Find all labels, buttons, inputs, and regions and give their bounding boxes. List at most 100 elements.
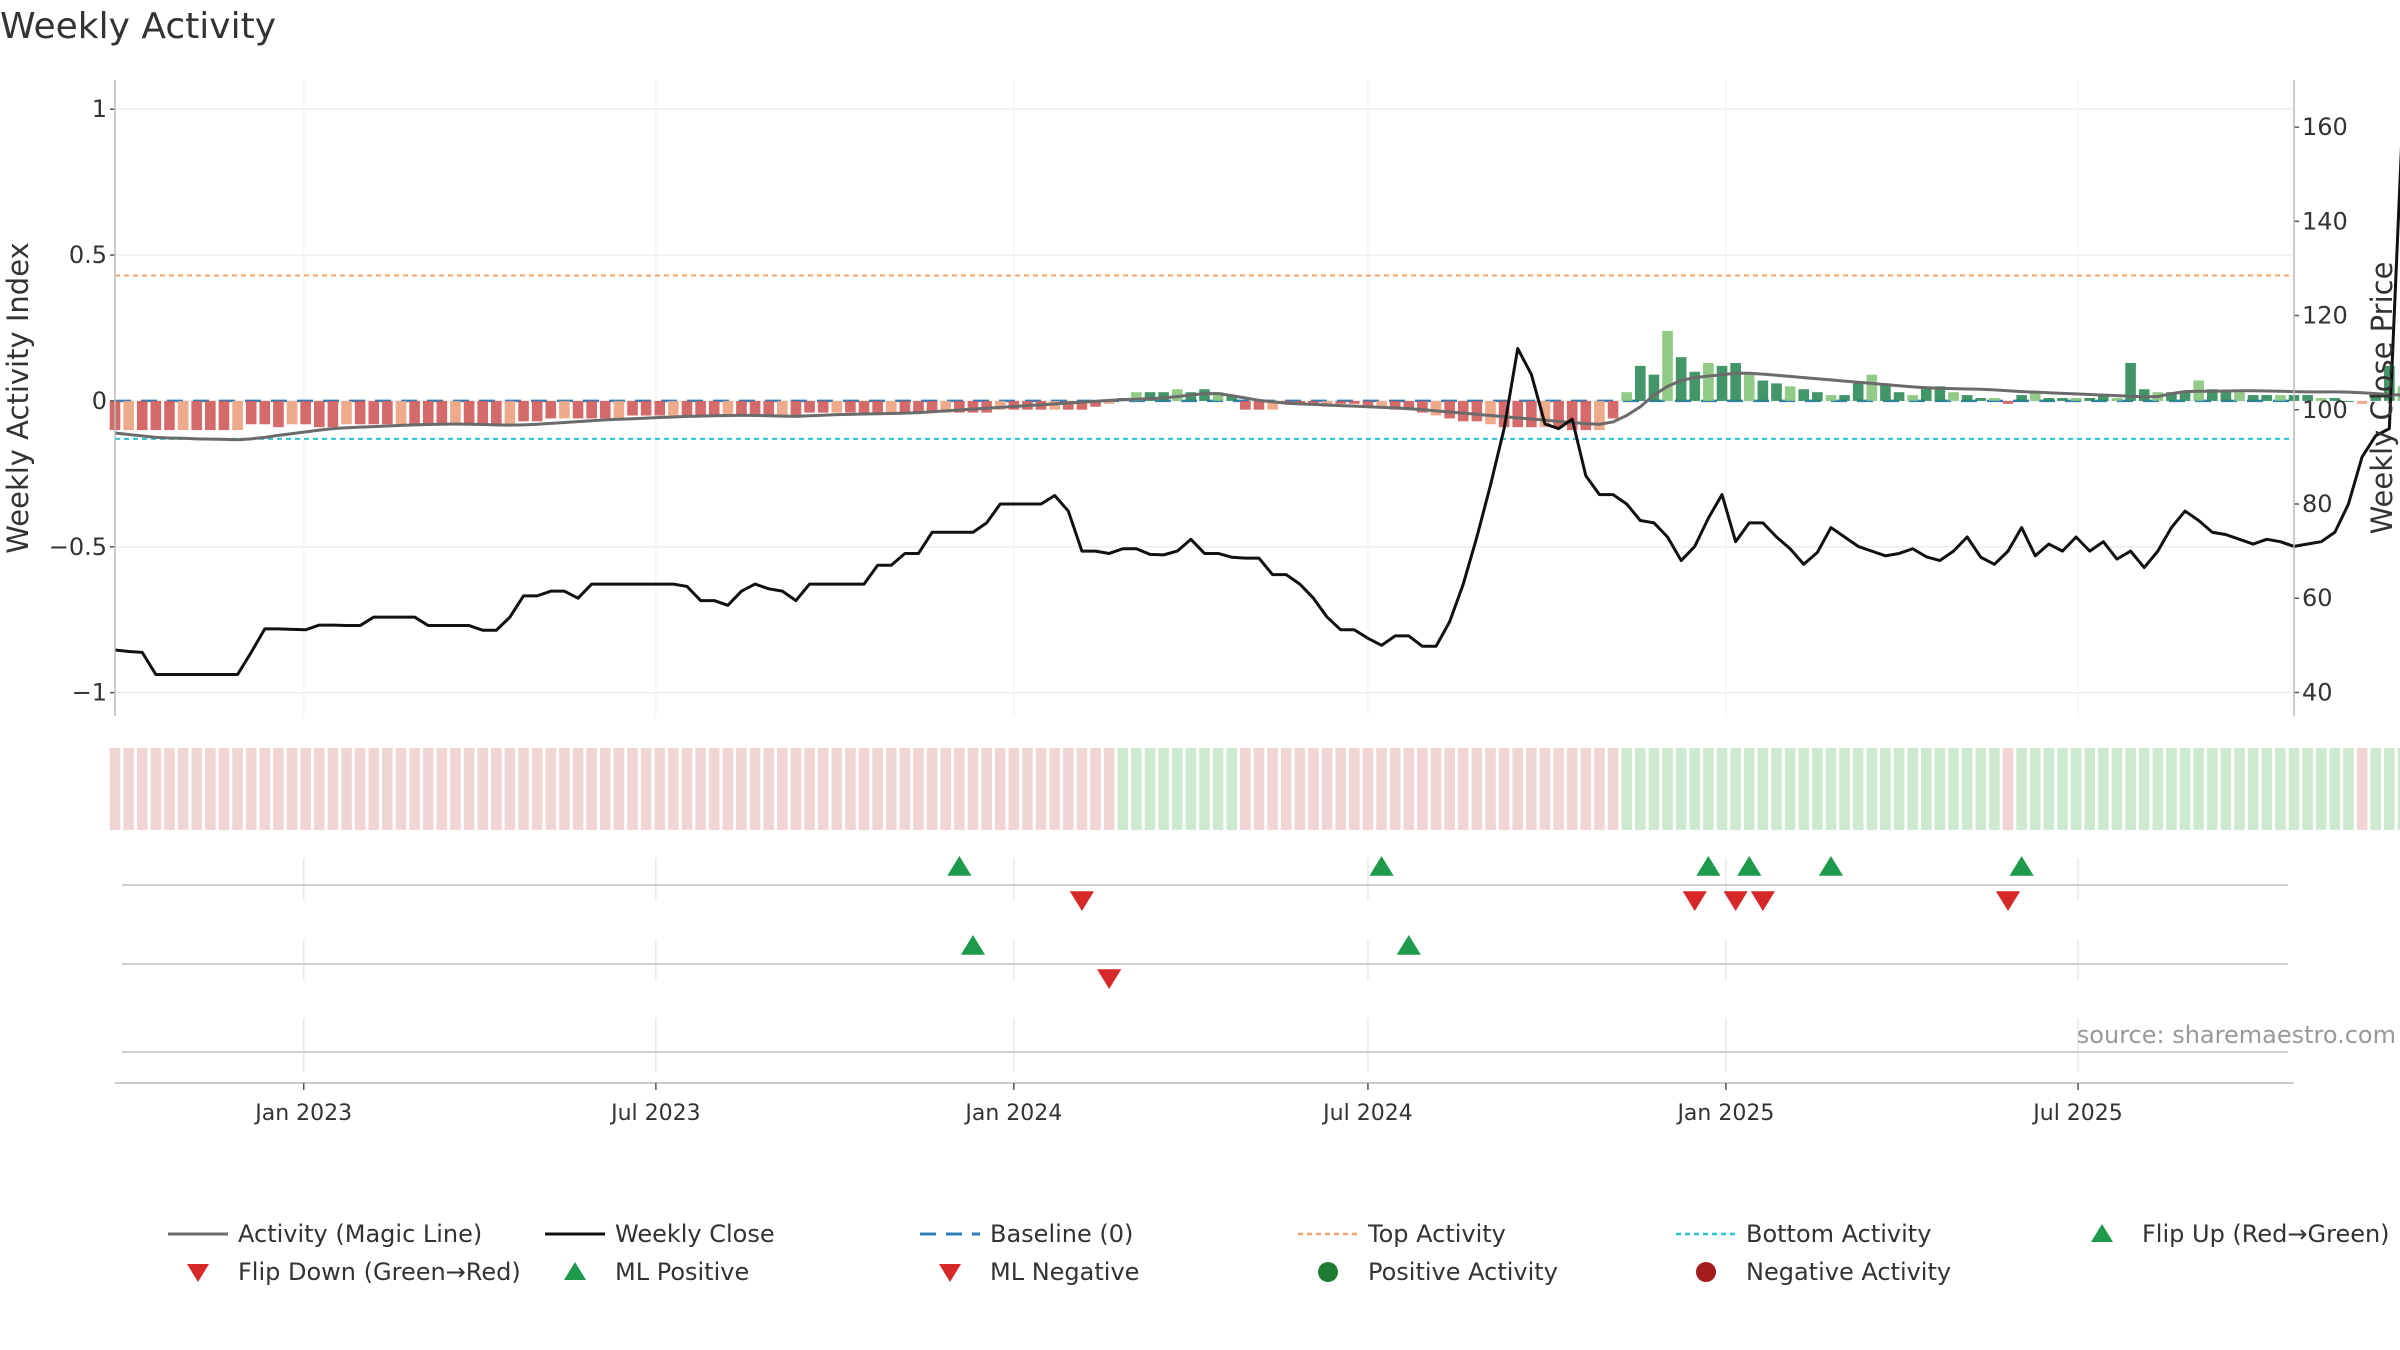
activity-bar: [668, 400, 679, 416]
strip-cell: [2138, 748, 2150, 830]
activity-bar: [1308, 400, 1319, 404]
strip-cell: [259, 748, 271, 830]
strip-cell: [2206, 748, 2218, 830]
activity-bar: [2002, 400, 2014, 404]
activity-bar: [899, 400, 911, 413]
strip-cell: [2302, 748, 2313, 830]
y-right-tick-label: 120: [2302, 302, 2348, 330]
legend-swatch: [939, 1264, 961, 1282]
strip-cell: [2002, 748, 2014, 830]
strip-cell: [1553, 748, 1564, 830]
activity-bar: [1485, 400, 1496, 425]
strip-cell: [1444, 748, 1455, 830]
strip-cell: [518, 748, 529, 830]
strip-cell: [2166, 748, 2177, 830]
legend-swatch: [1696, 1262, 1716, 1282]
strip-cell: [1526, 748, 1537, 830]
legend-label: ML Positive: [615, 1258, 749, 1286]
activity-bar: [422, 400, 434, 425]
strip-cell: [722, 748, 734, 830]
legend-swatch: [1318, 1262, 1338, 1282]
y-right-tick-label: 80: [2302, 490, 2333, 518]
activity-bar: [409, 400, 420, 425]
strip-cell: [2057, 748, 2068, 830]
strip-cell: [1703, 748, 1714, 830]
activity-bar: [191, 400, 203, 431]
legend-item: Negative Activity: [1696, 1258, 1951, 1286]
activity-bar: [245, 400, 257, 425]
activity-bar: [1335, 400, 1346, 404]
activity-bar: [1090, 400, 1101, 407]
strip-cell: [1662, 748, 1673, 830]
activity-bar: [1920, 386, 1932, 401]
strip-cell: [232, 748, 243, 830]
strip-cell: [1321, 748, 1333, 830]
activity-strip: [109, 748, 2400, 830]
activity-bar: [313, 400, 325, 428]
strip-cell: [2234, 748, 2245, 830]
axes-layer: 1 0.5 0 −0.5 −1 160 140 120 100 80 60 40 Weekly Acti…: [1, 80, 2399, 1126]
activity-bar: [613, 400, 625, 419]
flip-down-marker: [1995, 891, 2021, 911]
activity-bar: [518, 400, 529, 422]
activity-bar: [1580, 400, 1592, 431]
legend-label: Weekly Close: [615, 1220, 775, 1248]
legend-item: Activity (Magic Line): [168, 1220, 482, 1248]
activity-bar: [2343, 400, 2354, 402]
activity-bar: [926, 400, 938, 413]
strip-cell: [1008, 748, 1020, 830]
strip-cell: [1757, 748, 1769, 830]
activity-bar: [695, 400, 706, 416]
strip-cell: [586, 748, 597, 830]
strip-cell: [1771, 748, 1782, 830]
strip-cell: [845, 748, 856, 830]
activity-bar: [1103, 400, 1115, 404]
strip-cell: [1471, 748, 1483, 830]
y-left-axis-label: Weekly Activity Index: [1, 242, 35, 553]
activity-bar: [1989, 398, 2000, 401]
strip-cell: [2152, 748, 2164, 830]
activity-bar: [1730, 362, 1741, 401]
strip-cell: [2370, 748, 2382, 830]
activity-bar: [123, 400, 134, 431]
strip-cell: [531, 748, 543, 830]
activity-bar: [708, 400, 720, 416]
strip-cell: [2397, 748, 2400, 830]
weekly-close-series: [114, 146, 2400, 677]
activity-bar: [2234, 392, 2245, 401]
activity-bar: [994, 400, 1006, 410]
strip-cell: [1144, 748, 1156, 830]
activity-bar: [1839, 395, 1850, 401]
activity-bar: [531, 400, 543, 422]
activity-bar: [2179, 392, 2191, 401]
strip-cell: [1880, 748, 1891, 830]
strip-cell: [422, 748, 434, 830]
y-right-tick-label: 160: [2302, 113, 2348, 141]
strip-cell: [1063, 748, 1074, 830]
strip-cell: [1335, 748, 1346, 830]
strip-cell: [286, 748, 298, 830]
activity-bar: [1893, 392, 1905, 401]
strip-cell: [790, 748, 802, 830]
flip-up-marker: [1369, 856, 1394, 876]
strip-cell: [1634, 748, 1646, 830]
activity-bar: [1634, 365, 1646, 401]
strip-cell: [1621, 748, 1632, 830]
activity-bar: [722, 400, 734, 416]
legend-label: Baseline (0): [990, 1220, 1133, 1248]
strip-cell: [640, 748, 652, 830]
legend-item: Flip Down (Green→Red): [187, 1258, 521, 1286]
activity-bar: [1457, 400, 1469, 422]
ml-negative-marker: [1097, 969, 1122, 989]
strip-cell: [981, 748, 992, 830]
activity-bar: [804, 400, 815, 413]
activity-bar: [1961, 395, 1973, 401]
strip-cell: [708, 748, 720, 830]
x-tick-label: Jul 2023: [609, 1101, 701, 1126]
activity-bar: [259, 400, 271, 425]
strip-cell: [245, 748, 257, 830]
strip-cell: [1961, 748, 1973, 830]
y-left-tick-label: −0.5: [49, 533, 107, 561]
legend-item: Weekly Close: [545, 1220, 775, 1248]
